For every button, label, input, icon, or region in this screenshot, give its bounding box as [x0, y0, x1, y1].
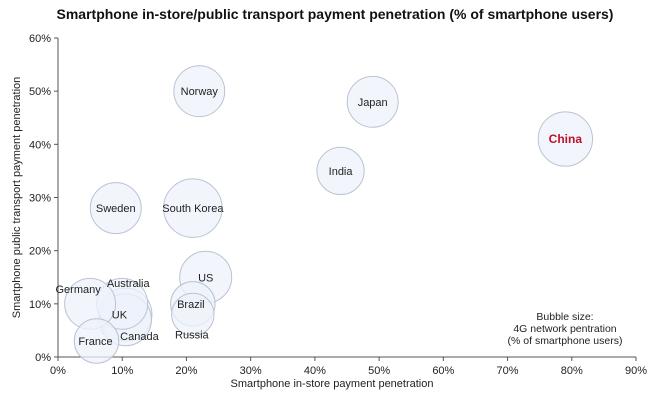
y-axis-label: Smartphone public transport payment pene…	[11, 77, 23, 319]
data-label-india: India	[329, 166, 354, 178]
y-tick-label: 40%	[29, 139, 51, 151]
bubble-size-note: Bubble size:4G network pentration(% of s…	[508, 311, 623, 347]
y-tick-label: 0%	[35, 352, 51, 364]
data-label-uk: UK	[112, 309, 128, 321]
x-tick-label: 0%	[50, 365, 66, 377]
chart-title: Smartphone in-store/public transport pay…	[56, 6, 614, 22]
data-label-sweden: Sweden	[96, 203, 136, 215]
bubble-russia	[171, 292, 215, 337]
x-axis-label: Smartphone in-store payment penetration	[230, 378, 433, 390]
bubble-japan	[346, 75, 399, 128]
bubble-india	[316, 146, 365, 196]
x-tick-label: 80%	[561, 365, 583, 377]
data-label-germany: Germany	[55, 284, 101, 296]
x-tick-label: 10%	[111, 365, 133, 377]
data-label-russia: Russia	[175, 329, 210, 341]
data-label-us: US	[198, 272, 213, 284]
x-tick-label: 90%	[625, 365, 647, 377]
y-tick-label: 30%	[29, 193, 51, 205]
x-tick-label: 20%	[175, 365, 197, 377]
data-label-japan: Japan	[358, 97, 388, 109]
note-line: (% of smartphone users)	[508, 335, 623, 347]
bubble-labels: Norway Japan China India Sweden South Korea US…	[55, 86, 582, 348]
data-label-france: France	[78, 336, 112, 348]
bubble-sweden	[89, 182, 142, 235]
note-line: 4G network pentration	[513, 323, 616, 335]
y-tick-label: 10%	[29, 299, 51, 311]
axes: 0% 10% 20% 30% 40% 50% 60% 70% 80% 90% 0% 10% 20% 30%…	[29, 33, 647, 377]
bubble-china	[537, 111, 594, 167]
bubble-france	[73, 318, 120, 364]
bubbles	[64, 65, 594, 364]
data-label-south-korea: South Korea	[162, 203, 224, 215]
y-tick-label: 60%	[29, 33, 51, 45]
x-tick-label: 60%	[432, 365, 454, 377]
x-tick-label: 40%	[304, 365, 326, 377]
data-label-australia: Australia	[107, 278, 151, 290]
note-line: Bubble size:	[536, 311, 593, 323]
x-tick-label: 70%	[497, 365, 519, 377]
data-label-canada: Canada	[120, 331, 159, 343]
bubble-norway	[173, 65, 226, 118]
x-tick-label: 50%	[368, 365, 390, 377]
data-label-brazil: Brazil	[177, 299, 205, 311]
data-label-china: China	[549, 132, 583, 146]
y-tick-label: 50%	[29, 86, 51, 98]
y-tick-label: 20%	[29, 246, 51, 258]
bubble-south-korea	[163, 178, 223, 238]
x-tick-label: 30%	[240, 365, 262, 377]
data-label-norway: Norway	[181, 86, 219, 98]
